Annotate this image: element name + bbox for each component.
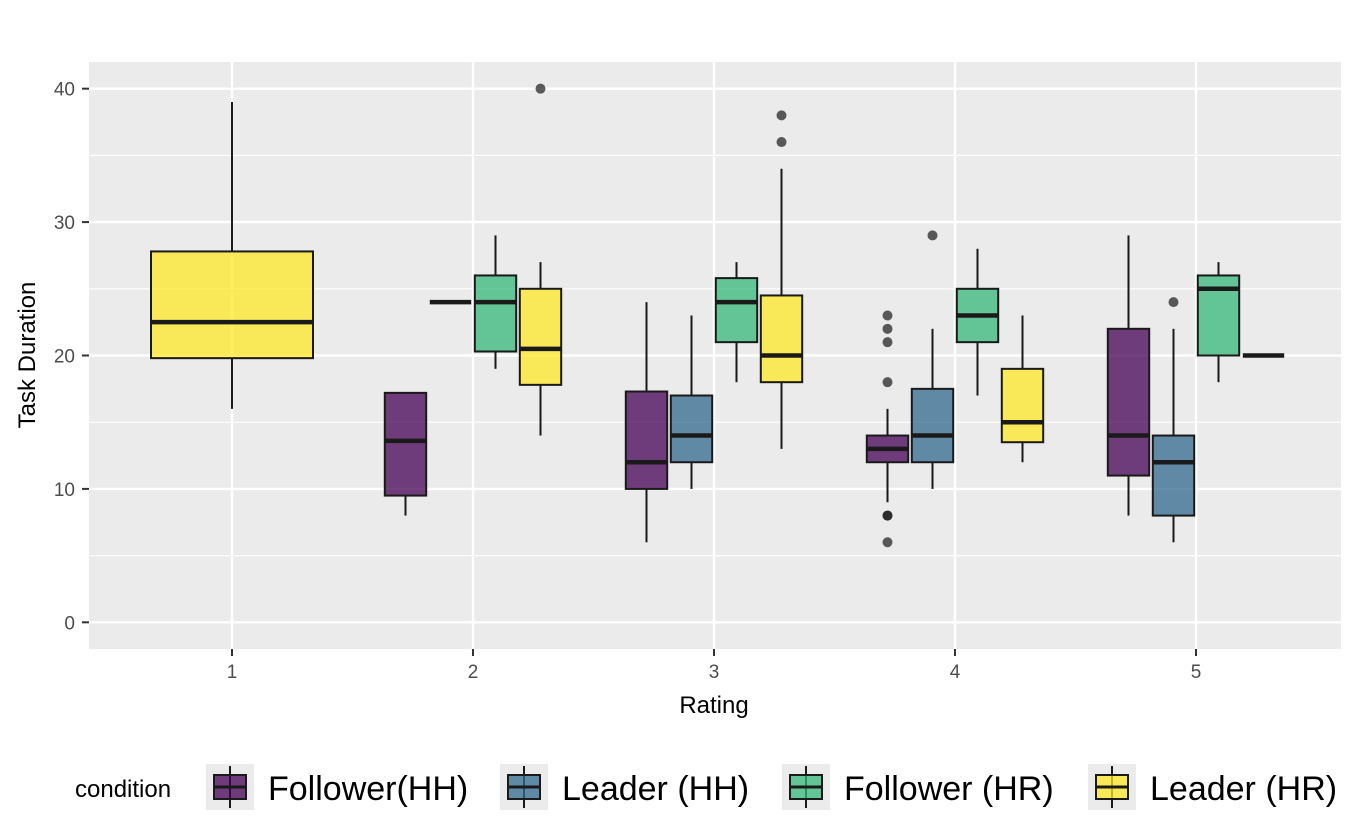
x-tick-label: 4 bbox=[950, 662, 961, 683]
legend-title: condition bbox=[75, 776, 171, 803]
legend-label: Follower(HH) bbox=[268, 770, 468, 808]
box-body bbox=[383, 391, 428, 497]
outlier-point bbox=[1168, 297, 1179, 308]
x-axis-ticks: 1 2 3 4 5 bbox=[227, 649, 1202, 683]
outlier-point bbox=[882, 323, 893, 334]
y-tick-label: 10 bbox=[54, 480, 75, 501]
box-leader-hh--rating-5 bbox=[1151, 297, 1196, 543]
outlier-point bbox=[927, 230, 938, 241]
x-tick-label: 1 bbox=[227, 662, 238, 683]
box-follower-hh--rating-2 bbox=[383, 391, 428, 516]
x-axis-title: Rating bbox=[679, 692, 748, 719]
x-tick-label: 3 bbox=[709, 662, 720, 683]
legend-entry: Leader (HR) bbox=[1088, 764, 1337, 810]
box-body bbox=[1106, 327, 1151, 477]
box-body bbox=[669, 394, 714, 464]
box-body bbox=[473, 274, 518, 353]
box-leader-hh--rating-3 bbox=[669, 315, 714, 489]
box-leader-hh--rating-4 bbox=[910, 230, 955, 489]
legend-label: Follower (HR) bbox=[844, 770, 1054, 808]
box-body bbox=[624, 390, 669, 490]
outlier-point bbox=[882, 377, 893, 388]
outlier-point bbox=[776, 110, 787, 121]
y-axis-title: Task Duration bbox=[14, 282, 41, 429]
box-follower-hr--rating-2 bbox=[473, 235, 518, 369]
y-tick-label: 30 bbox=[54, 213, 75, 234]
box-leader-hr--rating-3 bbox=[759, 110, 804, 449]
x-tick-label: 5 bbox=[1191, 662, 1202, 683]
y-tick-label: 40 bbox=[54, 80, 75, 101]
outlier-point bbox=[882, 510, 893, 521]
legend: condition Follower(HH) Leader (HH) Followe… bbox=[75, 764, 1337, 810]
box-follower-hh--rating-3 bbox=[624, 302, 669, 543]
box-body bbox=[150, 250, 314, 360]
legend-label: Leader (HR) bbox=[1150, 770, 1337, 808]
box-follower-hr--rating-4 bbox=[955, 248, 1000, 396]
box-body bbox=[759, 294, 804, 384]
box-body bbox=[1000, 367, 1045, 444]
outlier-point bbox=[882, 310, 893, 321]
box-body bbox=[518, 287, 563, 386]
box-body bbox=[1151, 434, 1196, 517]
legend-entry: Leader (HH) bbox=[500, 764, 749, 810]
y-tick-label: 20 bbox=[54, 347, 75, 368]
box-body bbox=[714, 277, 759, 344]
legend-label: Leader (HH) bbox=[562, 770, 749, 808]
y-tick-label: 0 bbox=[64, 613, 75, 634]
box-leader-hr--rating-2 bbox=[518, 83, 563, 436]
x-tick-label: 2 bbox=[468, 662, 479, 683]
box-leader-hr--rating-4 bbox=[1000, 315, 1045, 463]
box-follower-hh--rating-4 bbox=[865, 310, 910, 548]
box-follower-hr--rating-5 bbox=[1196, 262, 1241, 383]
y-axis-ticks: 0 10 20 30 40 bbox=[54, 80, 89, 634]
box-body bbox=[910, 387, 955, 464]
box-follower-hh--rating-5 bbox=[1106, 235, 1151, 516]
outlier-point bbox=[882, 337, 893, 348]
outlier-point bbox=[535, 83, 546, 94]
box-leader-hr--rating-1 bbox=[150, 102, 314, 409]
legend-entry: Follower (HR) bbox=[782, 764, 1054, 810]
legend-entry: Follower(HH) bbox=[206, 764, 468, 810]
outlier-point bbox=[882, 537, 893, 548]
boxes bbox=[150, 83, 1285, 548]
outlier-point bbox=[776, 137, 787, 148]
box-follower-hr--rating-3 bbox=[714, 262, 759, 383]
